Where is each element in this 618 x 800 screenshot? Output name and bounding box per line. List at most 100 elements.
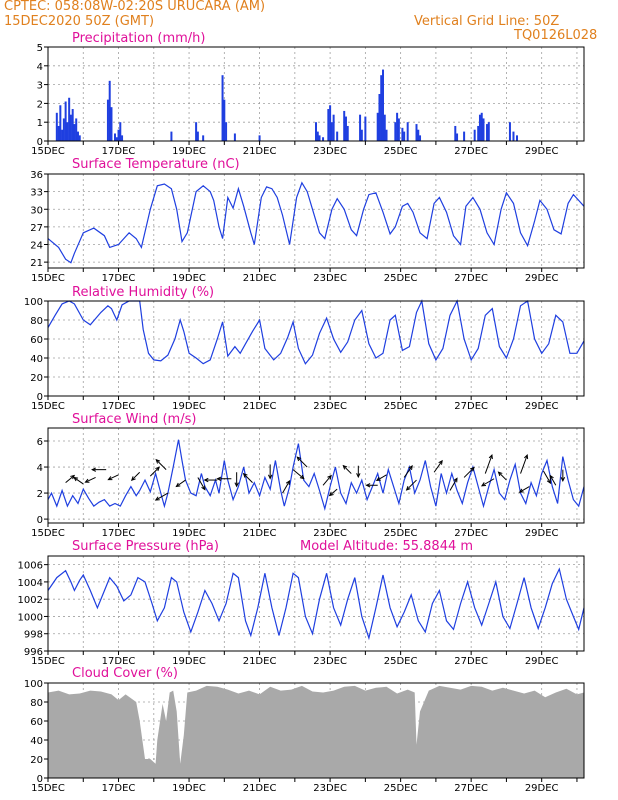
x-tick-label: 15DEC <box>31 528 65 539</box>
x-tick-label: 27DEC <box>454 783 488 794</box>
panel-title: Surface Pressure (hPa) <box>72 539 219 554</box>
x-tick-label: 19DEC <box>172 656 206 667</box>
precip-bar <box>336 131 339 141</box>
precip-bar <box>419 135 422 141</box>
precip-bar <box>330 122 333 141</box>
precip-bar <box>121 135 124 141</box>
panel-title: Surface Wind (m/s) <box>72 412 196 427</box>
precip-bar <box>329 105 332 141</box>
precip-bar <box>106 99 109 141</box>
x-tick-label: 17DEC <box>102 783 136 794</box>
precip-bar <box>406 122 409 141</box>
y-tick-label: 0 <box>37 515 43 526</box>
precip-bar <box>508 122 511 141</box>
y-tick-label: 0 <box>37 137 43 148</box>
x-tick-label: 19DEC <box>172 528 206 539</box>
y-tick-label: 80 <box>30 698 43 709</box>
precip-bar <box>512 131 515 141</box>
panel-subtitle: Model Altitude: 55.8844 m <box>300 539 473 554</box>
grid-note: Vertical Grid Line: 50Z <box>414 14 560 29</box>
x-tick-label: 15DEC <box>31 656 65 667</box>
y-tick-label: 1004 <box>18 578 43 589</box>
precip-bar <box>61 129 64 141</box>
wind-arrow-head <box>453 477 458 483</box>
x-tick-label: 23DEC <box>313 783 347 794</box>
precip-bar <box>315 122 317 141</box>
wind-arrow <box>149 466 160 477</box>
wind-arrow-head <box>155 458 161 464</box>
wind-arrow-head <box>130 476 136 481</box>
x-tick-label: 27DEC <box>454 656 488 667</box>
x-tick-label: 21DEC <box>243 401 277 412</box>
y-tick-label: 40 <box>30 736 43 747</box>
precip-bar <box>480 112 483 141</box>
wind-arrow-head <box>438 459 443 465</box>
y-tick-label: 1006 <box>18 561 43 572</box>
precip-bar <box>415 124 418 141</box>
precip-bar <box>516 135 518 141</box>
wind-arrow <box>155 459 167 470</box>
wind-arrow-head <box>524 454 529 460</box>
x-tick-label: 17DEC <box>102 146 136 157</box>
panel-frame <box>47 46 585 142</box>
precip-bar <box>487 122 490 141</box>
y-tick-label: 100 <box>24 297 43 308</box>
precip-bar <box>394 122 397 141</box>
precip-bar <box>108 80 111 141</box>
wind-arrow-head <box>342 464 348 470</box>
x-tick-label: 19DEC <box>172 783 206 794</box>
wind-arrow-head <box>549 474 554 480</box>
y-tick-label: 30 <box>30 205 43 216</box>
wind-arrow-head <box>356 473 361 479</box>
precip-bar <box>346 125 349 141</box>
wind-arrow-head <box>296 456 302 462</box>
precip-bar <box>316 131 319 141</box>
panel-title: Precipitation (mm/h) <box>72 31 205 46</box>
precip-bar <box>225 122 228 141</box>
precip-bar <box>383 114 386 141</box>
wind-arrow-head <box>216 476 222 481</box>
wind-arrow-head <box>201 485 206 491</box>
wind-arrow <box>463 467 475 478</box>
x-tick-label: 21DEC <box>243 783 277 794</box>
wind-arrow-head <box>546 479 552 485</box>
precip-bar <box>170 131 173 141</box>
precip-bar <box>318 135 321 141</box>
wind-arrow <box>403 465 413 478</box>
wind-arrow <box>406 479 417 491</box>
x-tick-label: 15DEC <box>31 401 65 412</box>
x-tick-label: 17DEC <box>102 401 136 412</box>
series-line <box>47 567 585 641</box>
precip-bar <box>119 122 122 141</box>
precip-bar <box>195 122 198 141</box>
precip-bar <box>114 133 116 141</box>
wind-arrow <box>481 478 495 487</box>
y-tick-label: 20 <box>30 373 43 384</box>
y-tick-label: 1 <box>37 118 43 129</box>
y-tick-label: 3 <box>37 81 43 92</box>
x-tick-label: 25DEC <box>384 146 418 157</box>
wind-arrow <box>296 456 308 468</box>
precip-bar <box>376 112 379 141</box>
precip-bar <box>110 107 113 141</box>
x-tick-label: 15DEC <box>31 146 65 157</box>
wind-arrow-head <box>497 471 503 477</box>
x-tick-label: 19DEC <box>172 273 206 284</box>
wind-arrow <box>176 479 186 487</box>
precip-bar <box>233 133 236 141</box>
x-tick-label: 25DEC <box>384 528 418 539</box>
wind-arrow <box>292 469 305 480</box>
y-tick-label: 4 <box>37 463 43 474</box>
wind-arrow-head <box>328 491 334 497</box>
wind-arrow <box>65 475 75 484</box>
precip-bar <box>397 118 400 141</box>
wind-arrow-head <box>154 496 160 501</box>
precip-bar <box>322 137 325 141</box>
x-tick-label: 27DEC <box>454 146 488 157</box>
wind-arrow-head <box>408 465 413 471</box>
precip-bar <box>382 69 384 141</box>
precip-bar <box>66 122 69 141</box>
wind-arrow-head <box>107 476 113 481</box>
wind-arrow <box>549 475 557 486</box>
x-tick-label: 29DEC <box>525 783 559 794</box>
